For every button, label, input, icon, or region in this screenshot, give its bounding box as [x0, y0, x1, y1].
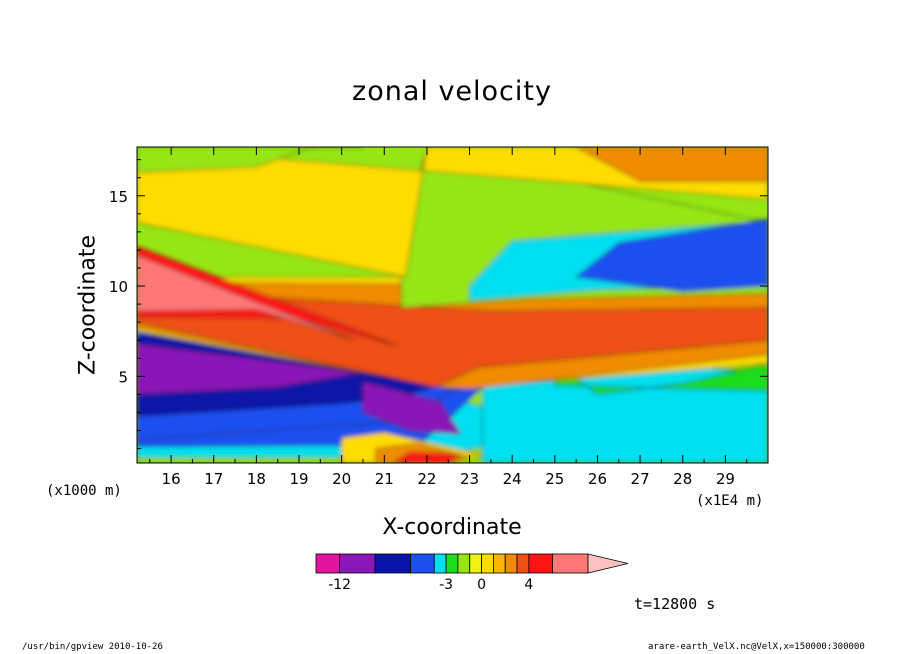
- colorbar-swatch-3: [410, 553, 435, 574]
- colorbar-swatch-9: [492, 553, 506, 574]
- colorbar-swatch-0: [315, 553, 341, 574]
- y-axis-multiplier: (x1000 m): [46, 483, 122, 499]
- colorbar-swatch-12: [528, 553, 553, 574]
- y-tick-label-2: 15: [109, 188, 128, 206]
- contour-region-16: [137, 254, 355, 341]
- colorbar-tick-label-3: 4: [524, 577, 533, 593]
- contour-region-19: [575, 218, 768, 292]
- x-tick-label-9: 25: [545, 470, 564, 488]
- colorbar-swatch-1: [339, 553, 376, 574]
- colorbar: -12 -3 0 4: [315, 553, 629, 593]
- y-tick-label-1: 10: [109, 278, 128, 296]
- x-tick-label-12: 28: [673, 470, 692, 488]
- x-axis: 16 17 18 19 20 21 22 23 24 25 26 27 28 29: [149, 147, 748, 488]
- x-tick-label-8: 24: [503, 470, 522, 488]
- x-tick-label-7: 23: [460, 470, 479, 488]
- y-tick-label-0: 5: [118, 368, 128, 386]
- chart-title: zonal velocity: [352, 76, 552, 107]
- footer-left: /usr/bin/gpview 2010-10-26: [22, 642, 163, 652]
- colorbar-swatch-7: [469, 553, 482, 574]
- colorbar-tick-label-0: -12: [328, 577, 351, 593]
- x-tick-label-2: 18: [247, 470, 266, 488]
- footer-right: arare-earth_VelX.nc@VelX,x=150000:300000: [648, 642, 865, 652]
- x-tick-label-0: 16: [162, 470, 181, 488]
- x-tick-label-6: 22: [417, 470, 436, 488]
- x-tick-label-11: 27: [631, 470, 650, 488]
- colorbar-swatch-5: [445, 553, 459, 574]
- x-axis-label: X-coordinate: [382, 515, 522, 540]
- colorbar-swatch-2: [374, 553, 412, 574]
- plot-area: [137, 147, 768, 463]
- y-axis-label: Z-coordinate: [75, 235, 101, 375]
- y-axis: 5 10 15: [109, 159, 768, 450]
- x-tick-label-1: 17: [204, 470, 223, 488]
- x-tick-label-5: 21: [375, 470, 394, 488]
- x-tick-label-13: 29: [716, 470, 735, 488]
- colorbar-swatch-13: [552, 553, 589, 574]
- colorbar-swatch-8: [481, 553, 494, 574]
- colorbar-swatch-4: [433, 553, 447, 574]
- colorbar-swatch-10: [504, 553, 518, 574]
- contour-region-15: [137, 245, 398, 347]
- colorbar-over-triangle: [587, 553, 629, 574]
- colorbar-tick-label-2: 0: [477, 577, 486, 593]
- contour-region-23: [575, 147, 768, 182]
- x-axis-multiplier: (x1E4 m): [696, 493, 764, 509]
- x-tick-label-10: 26: [588, 470, 607, 488]
- contour-region-6: [362, 381, 462, 435]
- x-tick-label-3: 19: [289, 470, 308, 488]
- contour-region-22: [137, 147, 364, 173]
- colorbar-swatch-6: [457, 553, 471, 574]
- colorbar-tick-label-1: -3: [439, 577, 453, 593]
- colorbar-swatch-11: [516, 553, 530, 574]
- plot-frame: [136, 146, 769, 464]
- time-label: t=12800 s: [634, 595, 716, 613]
- x-tick-label-4: 20: [332, 470, 351, 488]
